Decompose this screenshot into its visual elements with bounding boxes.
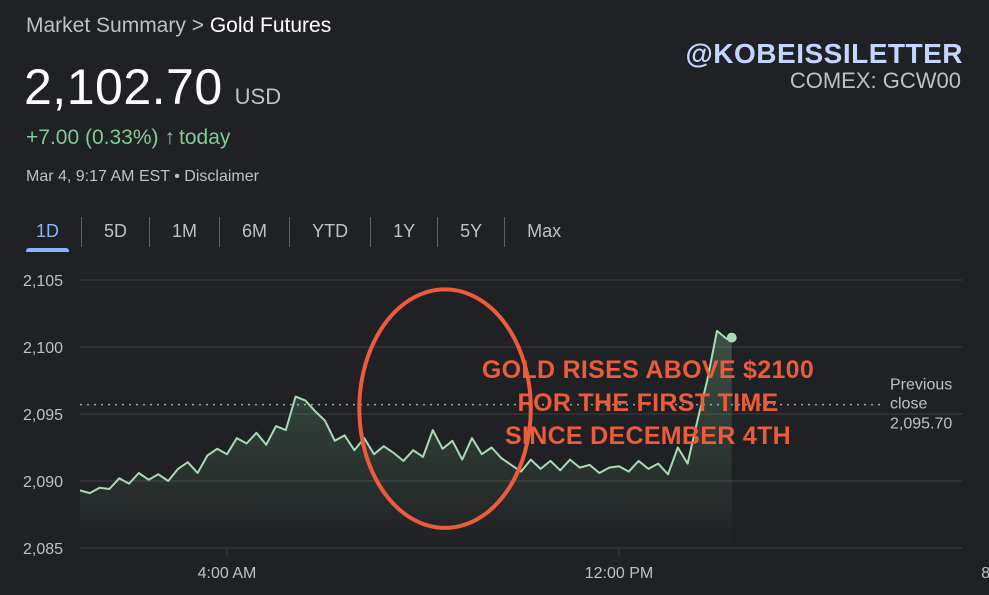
y-tick-label: 2,095 xyxy=(23,407,63,424)
tab-ytd[interactable]: YTD xyxy=(312,220,349,241)
tab-6m[interactable]: 6M xyxy=(242,220,268,241)
previous-close-label: close xyxy=(890,396,927,413)
tab-1d[interactable]: 1D xyxy=(14,213,81,252)
disclaimer-link[interactable]: Disclaimer xyxy=(184,168,259,185)
watermark-handle: @KOBEISSILETTER xyxy=(685,38,963,69)
tab-max[interactable]: Max xyxy=(527,220,562,241)
change-period: today xyxy=(179,126,231,149)
price-area xyxy=(80,330,732,548)
price-chart[interactable]: 2,085 2,090 2,095 2,100 2,105 Previous close 2,… xyxy=(0,270,989,595)
tab-1m[interactable]: 1M xyxy=(172,220,198,241)
tab-divider xyxy=(81,217,83,247)
tab-5d[interactable]: 5D xyxy=(104,220,128,241)
tab-5y[interactable]: 5Y xyxy=(460,220,483,241)
breadcrumb-parent[interactable]: Market Summary xyxy=(26,14,186,37)
x-tick-label: 4:00 AM xyxy=(198,565,257,582)
current-price: 2,102.70 xyxy=(24,59,223,115)
change-value: +7.00 (0.33%) xyxy=(26,126,159,149)
breadcrumb-separator: > xyxy=(191,14,204,37)
tab-divider xyxy=(370,217,372,247)
tab-divider xyxy=(149,217,151,247)
ticker-symbol: COMEX: GCW00 xyxy=(789,68,961,93)
previous-close-value: 2,095.70 xyxy=(890,416,952,433)
annotation-text: SINCE DECEMBER 4TH xyxy=(505,422,791,450)
y-tick-label: 2,090 xyxy=(23,474,63,491)
annotation-text: GOLD RISES ABOVE $2100 xyxy=(482,356,814,384)
range-tabs: 1D 5D 1M 6M YTD 1Y 5Y Max xyxy=(14,212,583,252)
latest-price-marker[interactable] xyxy=(726,332,737,343)
y-tick-label: 2,105 xyxy=(23,273,63,290)
price-change: +7.00 (0.33%) ↑ today xyxy=(26,126,230,150)
x-tick-label: 12:00 PM xyxy=(585,565,653,582)
quote-meta: Mar 4, 9:17 AM EST • Disclaimer xyxy=(26,168,259,186)
tab-divider xyxy=(437,217,439,247)
breadcrumb: Market Summary > Gold Futures xyxy=(26,14,331,38)
breadcrumb-current: Gold Futures xyxy=(209,14,332,37)
y-tick-label: 2,085 xyxy=(23,541,63,558)
price-line xyxy=(79,329,732,495)
x-tick-label: 8:00 PM xyxy=(981,565,989,582)
tab-divider xyxy=(504,217,506,247)
annotation-circle xyxy=(357,287,533,530)
currency-label: USD xyxy=(234,84,282,109)
tab-1y[interactable]: 1Y xyxy=(393,220,416,241)
arrow-up-icon: ↑ xyxy=(164,126,176,149)
price-row: 2,102.70 USD xyxy=(24,58,281,116)
meta-dot: • xyxy=(174,168,180,185)
y-tick-label: 2,100 xyxy=(23,340,63,357)
tab-divider xyxy=(219,217,221,247)
tab-divider xyxy=(289,217,291,247)
quote-timestamp: Mar 4, 9:17 AM EST xyxy=(26,168,170,185)
previous-close-label: Previous xyxy=(890,377,952,394)
annotation-text: FOR THE FIRST TIME xyxy=(518,389,779,417)
